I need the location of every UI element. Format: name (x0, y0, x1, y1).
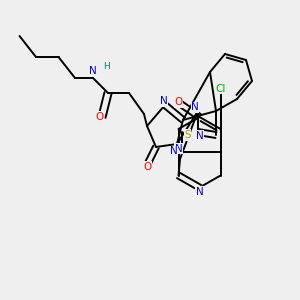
Text: O: O (174, 97, 183, 107)
Text: N: N (175, 143, 182, 154)
Text: O: O (143, 161, 151, 172)
Text: N: N (170, 146, 178, 157)
Text: O: O (95, 112, 103, 122)
Text: N: N (191, 102, 199, 112)
Text: N: N (196, 130, 203, 141)
Text: N: N (89, 65, 97, 76)
Text: N: N (160, 96, 167, 106)
Text: S: S (184, 130, 191, 140)
Text: H: H (103, 62, 110, 71)
Text: Cl: Cl (215, 83, 226, 94)
Text: N: N (196, 187, 203, 197)
